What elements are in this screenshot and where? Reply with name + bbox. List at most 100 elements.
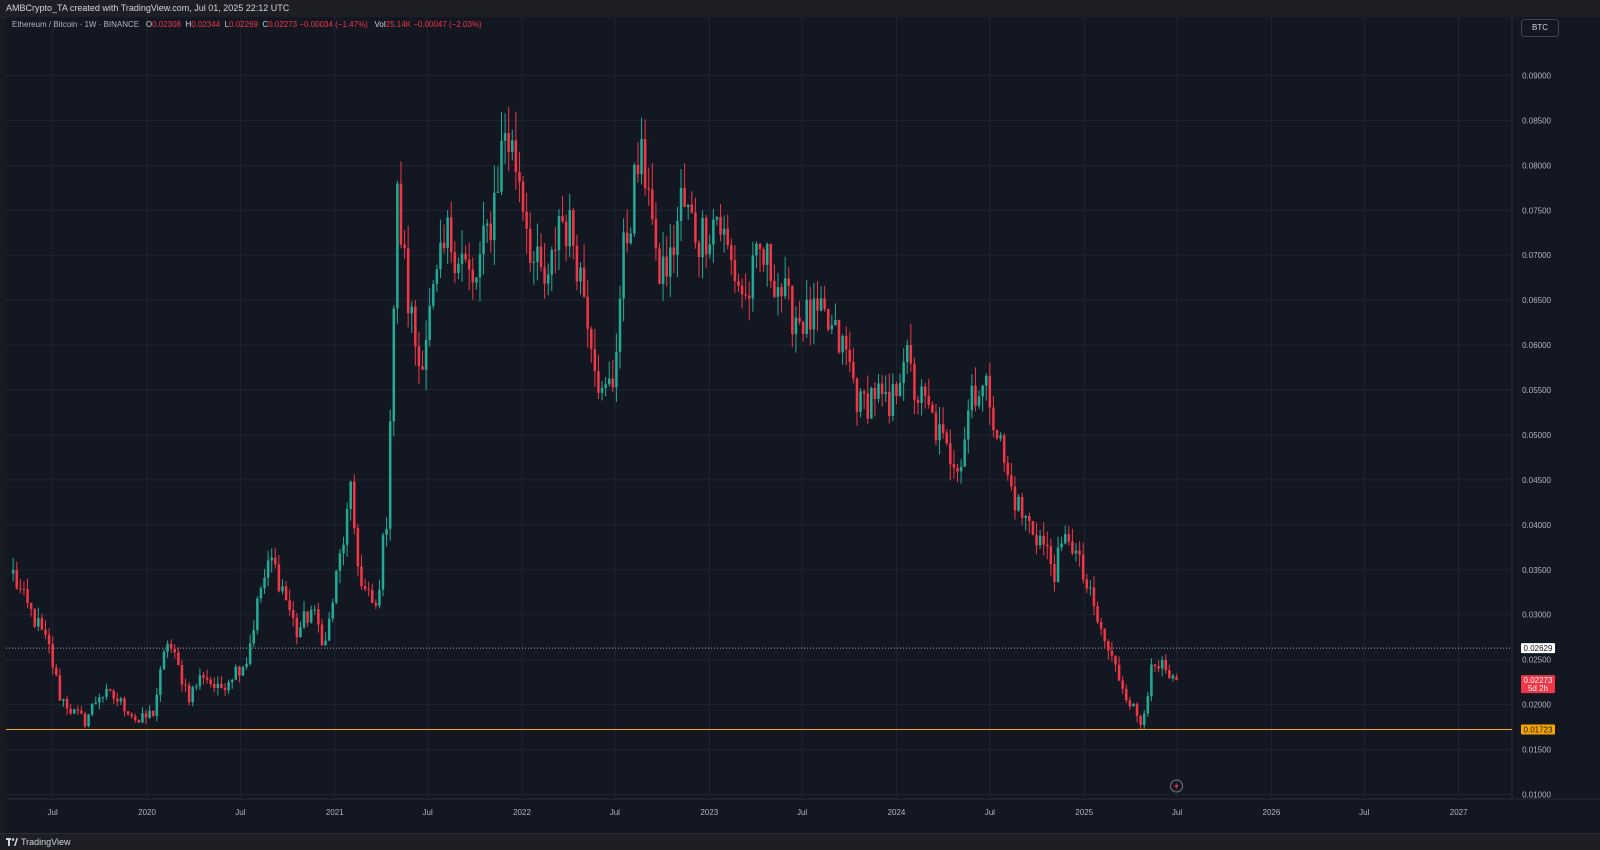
candle-body: [403, 244, 406, 249]
candle-body: [44, 629, 47, 635]
candle-body: [367, 589, 370, 591]
candle-body: [338, 553, 342, 571]
candle-body: [762, 249, 765, 265]
candle-body: [636, 164, 640, 175]
candle-body: [701, 217, 704, 258]
currency-button[interactable]: BTC: [1521, 19, 1559, 37]
candle-body: [579, 267, 582, 282]
candle-body: [597, 371, 600, 393]
x-tick-label: Jul: [797, 808, 807, 817]
candle-body: [263, 577, 266, 589]
candle-body: [302, 611, 306, 628]
candle-body: [873, 388, 877, 399]
candle-body: [80, 710, 83, 714]
candle-body: [590, 328, 593, 349]
chart-header: AMBCrypto_TA created with TradingView.co…: [0, 0, 1600, 18]
candle-body: [747, 295, 751, 299]
candle-body: [697, 242, 701, 258]
x-tick-label: 2025: [1075, 808, 1093, 817]
y-tick-label: 0.03000: [1522, 611, 1551, 620]
price-chart[interactable]: 0.09000 0.08500 0.08000 0.07500 0.07000 0.065…: [6, 17, 1600, 833]
candle-body: [94, 702, 98, 704]
candle-body: [690, 204, 694, 213]
candle-body: [209, 679, 212, 684]
low-value: 0.02269: [229, 20, 258, 29]
candle-body: [564, 221, 568, 247]
candle-body: [737, 281, 740, 286]
candle-body: [913, 363, 916, 400]
current-candle-body: [1175, 676, 1178, 681]
candle-body: [1031, 521, 1035, 535]
candle-body: [123, 698, 126, 712]
candle-body: [169, 643, 173, 649]
candle-body: [449, 217, 453, 253]
candle-body: [550, 249, 554, 275]
candle-body: [482, 225, 485, 255]
candle-body: [184, 684, 187, 686]
candle-body: [866, 393, 870, 419]
candle-body: [457, 263, 460, 274]
candle-body: [776, 287, 780, 297]
candle-body: [1035, 534, 1038, 546]
candle-body: [661, 256, 665, 284]
time-axis[interactable]: Jul 2020 Jul 2021 Jul 2022 Jul 2023 Jul 2024 Jul 20…: [48, 808, 1469, 817]
price-axis[interactable]: 0.09000 0.08500 0.08000 0.07500 0.07000 0.065…: [1522, 71, 1551, 799]
candle-body: [151, 710, 155, 716]
candle-body: [446, 217, 449, 249]
candle-body: [941, 424, 945, 433]
candle-body: [428, 305, 431, 340]
x-tick-label: Jul: [1172, 808, 1182, 817]
candle-body: [1160, 659, 1164, 669]
candle-body: [159, 669, 162, 695]
candle-body: [65, 698, 69, 709]
candle-body: [665, 256, 668, 277]
candle-body: [212, 683, 216, 689]
candle-body: [615, 352, 618, 388]
lightning-replay-icon[interactable]: [1170, 779, 1184, 793]
candle-body: [830, 325, 834, 330]
candle-body: [177, 652, 180, 665]
chart-area[interactable]: 0.09000 0.08500 0.08000 0.07500 0.07000 0.065…: [6, 17, 1600, 833]
candle-body: [841, 335, 844, 353]
candle-body: [489, 223, 492, 241]
candle-body: [1114, 655, 1117, 665]
candle-body: [388, 421, 392, 529]
candle-body: [191, 686, 194, 703]
candle-body: [51, 644, 54, 668]
candle-body: [826, 309, 830, 330]
last-price-tag-label: 0.02273: [1524, 676, 1553, 685]
candle-body: [848, 349, 852, 363]
x-tick-label: 2024: [888, 808, 906, 817]
candle-body: [259, 588, 263, 599]
candle-body: [467, 259, 471, 270]
candle-body: [327, 618, 331, 641]
candle-body: [758, 243, 762, 250]
candle-body: [859, 391, 862, 412]
candle-body: [1042, 535, 1045, 545]
candle-body: [1110, 650, 1114, 656]
candle-body: [503, 133, 507, 141]
candle-body: [669, 247, 672, 277]
candle-body: [819, 298, 823, 311]
ohlc-legend: Ethereum / Bitcoin · 1W · BINANCE O0.023…: [12, 20, 482, 29]
candle-body: [119, 698, 123, 702]
x-tick-label: Jul: [423, 808, 433, 817]
candle-body: [1099, 622, 1103, 629]
candle-body: [72, 709, 76, 714]
candle-body: [435, 269, 439, 284]
brand-name[interactable]: TradingView: [21, 837, 71, 847]
candle-body: [396, 183, 399, 309]
high-label: H: [185, 20, 192, 29]
candle-body: [277, 564, 281, 592]
x-tick-label: 2023: [700, 808, 718, 817]
candle-body: [963, 439, 966, 467]
candle-body: [902, 362, 905, 384]
candle-body: [274, 557, 277, 565]
candle-body: [19, 588, 22, 590]
candle-body: [794, 317, 798, 335]
candle-body: [406, 248, 410, 314]
candle-body: [981, 385, 984, 397]
candle-body: [1128, 700, 1132, 707]
candle-body: [916, 399, 920, 403]
tradingview-logo-icon[interactable]: [6, 838, 18, 846]
